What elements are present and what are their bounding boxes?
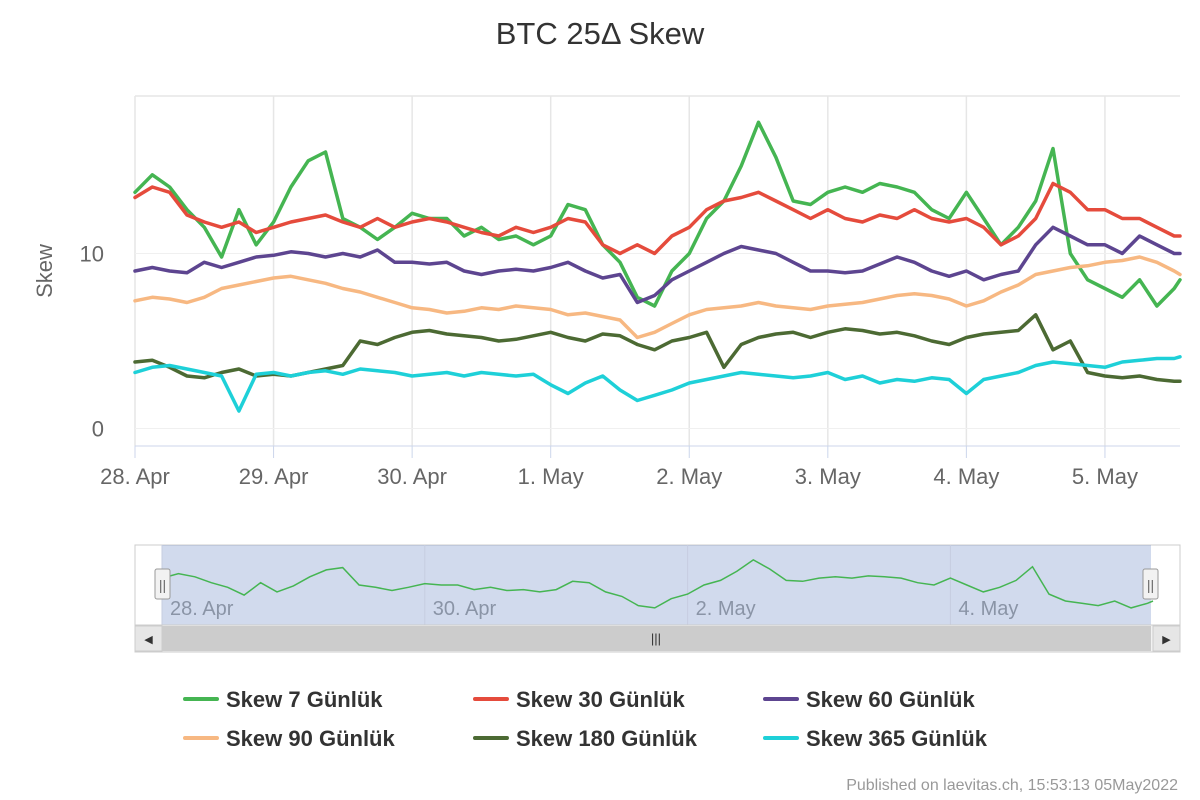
scroll-left-arrow-icon: ◀ [144, 634, 153, 646]
navigator-series [161, 559, 1154, 609]
navigator-mask[interactable] [162, 545, 1151, 625]
y-tick-label: 0 [92, 417, 104, 442]
legend: Skew 7 Günlük Skew 30 Günlük Skew 60 Günlü… [183, 687, 988, 751]
legend-label: Skew 365 Günlük [806, 726, 988, 751]
navigator[interactable]: 28. Apr 30. Apr 2. May 4. May || || [134, 544, 1181, 626]
x-tick-label: 1. May [518, 464, 584, 489]
left-handle-glyph: || [159, 577, 166, 593]
y-tick-label: 10 [80, 242, 104, 267]
y-axis-ticks: 0 10 [80, 242, 104, 442]
legend-item[interactable]: Skew 30 Günlük [473, 687, 685, 712]
series-line-4[interactable] [133, 255, 1182, 340]
legend-item[interactable]: Skew 90 Günlük [183, 726, 395, 751]
y-axis-label: Skew [32, 244, 57, 298]
series-line-6[interactable] [133, 355, 1182, 413]
plot-area: 28. Apr 29. Apr 30. Apr 1. May 2. May 3. May 4… [80, 95, 1182, 489]
legend-label: Skew 7 Günlük [226, 687, 383, 712]
scroll-left-button[interactable] [134, 625, 163, 652]
x-tick-label: 3. May [795, 464, 861, 489]
scroll-right-button[interactable] [1152, 625, 1181, 652]
legend-item[interactable]: Skew 7 Günlük [183, 687, 383, 712]
navigator-right-handle[interactable]: || [1142, 568, 1159, 600]
left-handle-grip[interactable] [154, 568, 171, 600]
x-tick-label: 2. May [656, 464, 722, 489]
navigator-ticks: 28. Apr 30. Apr 2. May 4. May [170, 598, 1018, 620]
navigator-tick-label: 30. Apr [433, 598, 497, 620]
series-line-3[interactable] [133, 225, 1182, 305]
x-tick-label: 28. Apr [100, 464, 170, 489]
x-tick-label: 4. May [933, 464, 999, 489]
chart-title: BTC 25Δ Skew [496, 16, 705, 51]
legend-item[interactable]: Skew 180 Günlük [473, 726, 698, 751]
navigator-tick-label: 28. Apr [170, 598, 234, 620]
legend-label: Skew 90 Günlük [226, 726, 395, 751]
legend-label: Skew 60 Günlük [806, 687, 975, 712]
navigator-tick-label: 4. May [958, 598, 1018, 620]
credits-text[interactable]: Published on laevitas.ch, 15:53:13 05May… [846, 777, 1178, 794]
scrollbar-thumb[interactable] [162, 626, 1151, 651]
x-tick-label: 30. Apr [377, 464, 447, 489]
right-handle-glyph: || [1147, 577, 1154, 593]
scrollbar-grip-icon: ||| [651, 631, 661, 646]
scroll-right-arrow-icon: ▶ [1162, 634, 1171, 646]
series-line-2[interactable] [133, 181, 1182, 256]
right-handle-grip[interactable] [1142, 568, 1159, 600]
navigator-tick-label: 2. May [696, 598, 756, 620]
legend-label: Skew 180 Günlük [516, 726, 698, 751]
legend-label: Skew 30 Günlük [516, 687, 685, 712]
legend-item[interactable]: Skew 365 Günlük [763, 726, 988, 751]
navigator-left-handle[interactable]: || [154, 568, 171, 600]
scrollbar[interactable]: ||| ◀ ▶ [134, 624, 1181, 653]
series-lines [133, 120, 1182, 413]
x-tick-label: 29. Apr [239, 464, 309, 489]
x-tick-label: 5. May [1072, 464, 1138, 489]
legend-item[interactable]: Skew 60 Günlük [763, 687, 975, 712]
plot-background [135, 96, 1180, 446]
x-axis-ticks: 28. Apr 29. Apr 30. Apr 1. May 2. May 3. May 4… [100, 446, 1138, 489]
